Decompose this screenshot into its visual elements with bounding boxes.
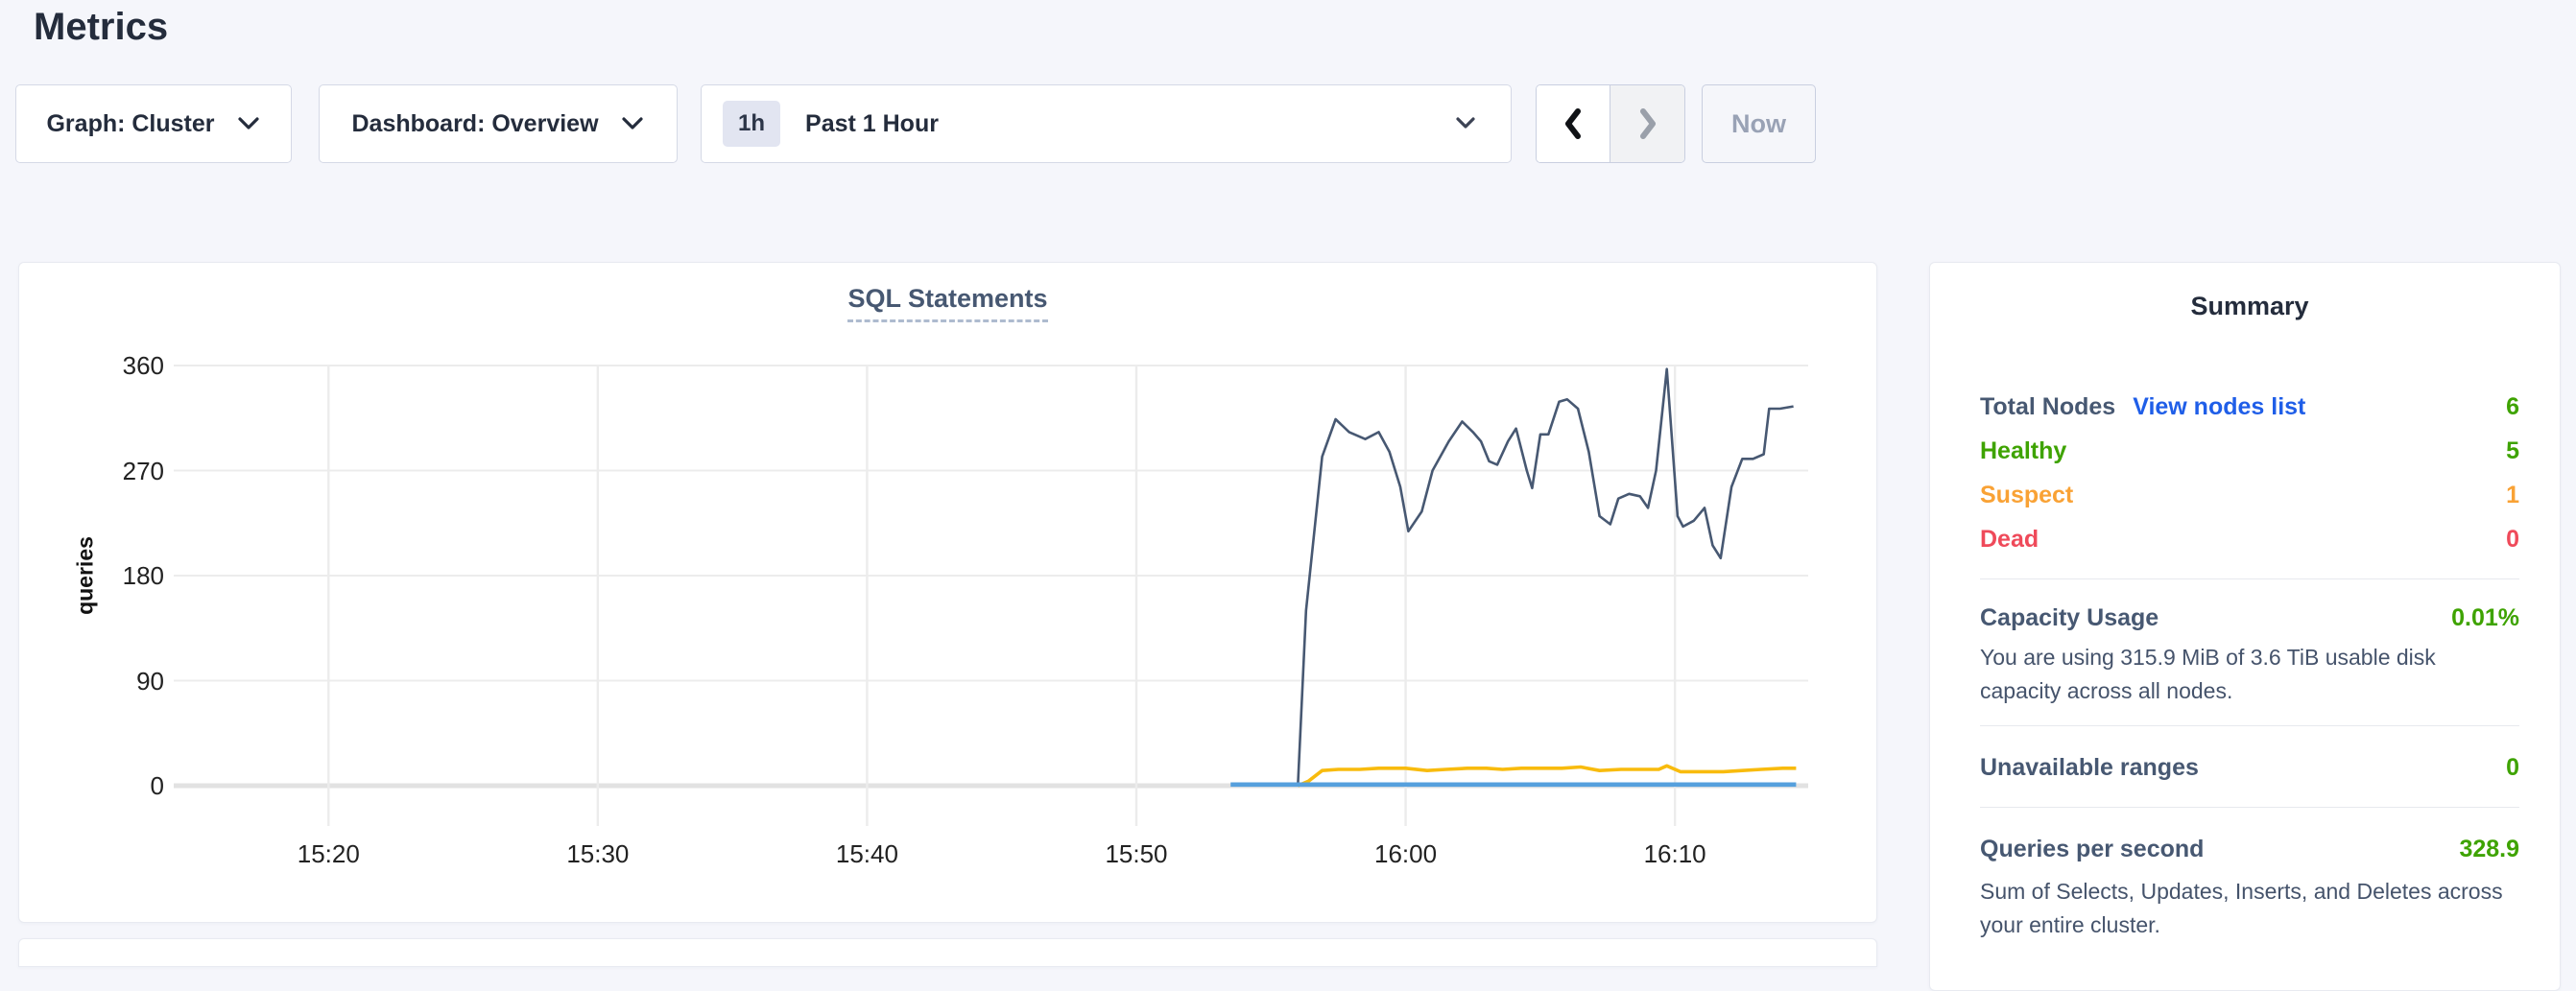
suspect-nodes-row: Suspect 1 [1980, 473, 2519, 517]
total-nodes-value: 6 [2506, 392, 2519, 420]
capacity-usage-row: Capacity Usage 0.01% [1980, 599, 2519, 637]
next-time-window-button[interactable] [1610, 85, 1684, 162]
x-tick-label: 16:10 [1643, 839, 1706, 868]
chevron-left-icon [1565, 108, 1581, 139]
chevron-right-icon [1639, 108, 1656, 139]
view-nodes-list-link[interactable]: View nodes list [2133, 392, 2306, 420]
unavailable-ranges-value: 0 [2506, 753, 2519, 781]
x-tick-label: 15:30 [566, 839, 630, 868]
y-tick-label: 360 [122, 351, 164, 380]
sql-statements-chart-plot[interactable] [19, 263, 1878, 924]
dashboard-selector-dropdown[interactable]: Dashboard: Overview [319, 84, 678, 163]
series-navy-line [1297, 367, 1794, 787]
now-button[interactable]: Now [1702, 84, 1816, 163]
divider [1980, 807, 2519, 808]
x-tick-label: 15:20 [297, 839, 360, 868]
capacity-usage-label: Capacity Usage [1980, 603, 2159, 631]
dashboard-selector-label: Dashboard: Overview [351, 109, 599, 137]
healthy-label: Healthy [1980, 437, 2067, 464]
x-tick-label: 15:40 [835, 839, 898, 868]
time-range-selector-dropdown[interactable]: 1h Past 1 Hour [701, 84, 1512, 163]
time-window-badge: 1h [723, 101, 781, 147]
summary-panel: Summary Total Nodes View nodes list 6 He… [1929, 262, 2561, 991]
graph-selector-label: Graph: Cluster [46, 109, 215, 137]
x-axis-line [174, 783, 1808, 789]
y-tick-label: 180 [122, 561, 164, 590]
suspect-label: Suspect [1980, 481, 2074, 508]
capacity-usage-value: 0.01% [2451, 603, 2519, 631]
queries-per-second-description: Sum of Selects, Updates, Inserts, and De… [1980, 879, 2503, 937]
chevron-down-icon [621, 117, 643, 130]
graph-selector-dropdown[interactable]: Graph: Cluster [15, 84, 292, 163]
previous-time-window-button[interactable] [1537, 85, 1610, 162]
dead-label: Dead [1980, 525, 2039, 553]
next-chart-card-partial [18, 938, 1877, 967]
unavailable-ranges-row: Unavailable ranges 0 [1980, 745, 2519, 790]
queries-per-second-label: Queries per second [1980, 835, 2205, 862]
chart-title[interactable]: SQL Statements [847, 284, 1048, 322]
divider [1980, 725, 2519, 726]
healthy-value: 5 [2506, 437, 2519, 464]
dead-nodes-row: Dead 0 [1980, 517, 2519, 561]
y-tick-label: 0 [150, 771, 164, 800]
queries-per-second-row: Queries per second 328.9 [1980, 827, 2519, 871]
total-nodes-label: Total Nodes [1980, 392, 2116, 420]
dead-value: 0 [2506, 525, 2519, 553]
chevron-down-icon [1456, 117, 1475, 129]
y-tick-label: 90 [136, 666, 164, 696]
divider [1980, 578, 2519, 579]
x-tick-label: 15:50 [1105, 839, 1168, 868]
x-tick-label: 16:00 [1374, 839, 1438, 868]
series-yellow-line [1297, 764, 1797, 788]
capacity-usage-description: You are using 315.9 MiB of 3.6 TiB usabl… [1980, 645, 2436, 703]
chart-title-wrap: SQL Statements [19, 284, 1876, 322]
unavailable-ranges-label: Unavailable ranges [1980, 753, 2199, 781]
y-tick-label: 270 [122, 456, 164, 485]
suspect-value: 1 [2506, 481, 2519, 508]
time-window-pager [1536, 84, 1685, 163]
healthy-nodes-row: Healthy 5 [1980, 429, 2519, 473]
page-title: Metrics [34, 6, 169, 48]
chevron-down-icon [237, 117, 259, 130]
time-window-label: Past 1 Hour [805, 109, 939, 137]
queries-per-second-value: 328.9 [2459, 835, 2519, 862]
summary-title: Summary [2190, 292, 2309, 320]
sql-statements-chart-card: SQL Statements queries 0 90 180 270 360 15:20… [18, 262, 1877, 923]
total-nodes-row: Total Nodes View nodes list 6 [1980, 385, 2519, 429]
